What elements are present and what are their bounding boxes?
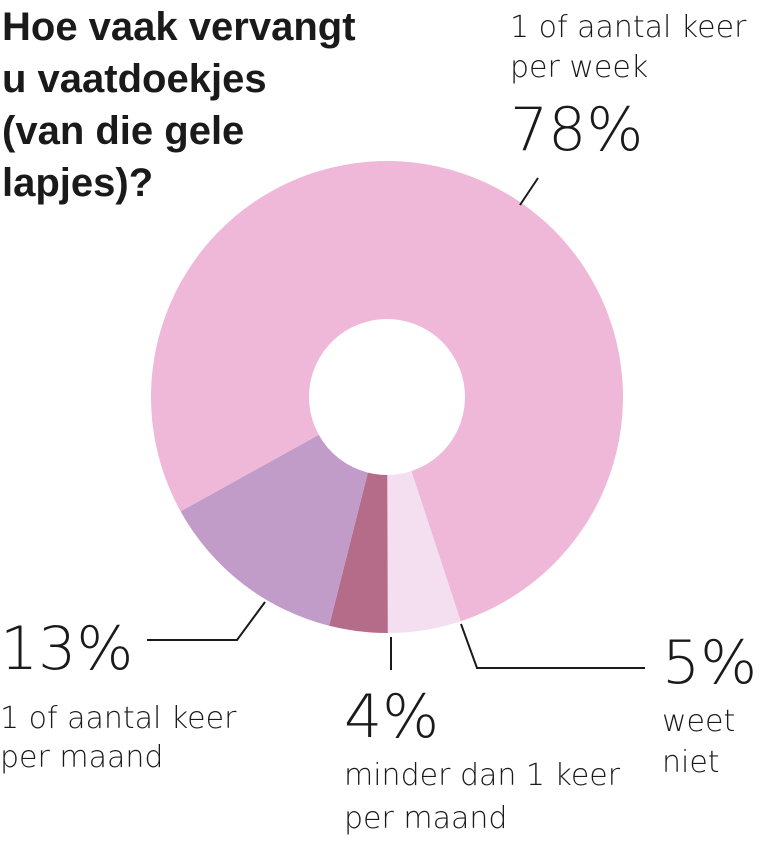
slice-label-line: weet	[662, 704, 735, 739]
chart-title: Hoe vaak vervangt u vaatdoekjes (van die…	[2, 5, 356, 205]
title-line: lapjes)?	[2, 161, 153, 205]
title-line: u vaatdoekjes	[2, 57, 267, 101]
donut-slices	[151, 161, 624, 633]
leader-line	[519, 177, 539, 206]
leader-line	[460, 623, 645, 669]
slice-label-line: 1 of aantal keer	[510, 10, 747, 45]
donut-slice-per-maand	[180, 434, 368, 626]
slice-percentage: 78%	[510, 95, 643, 165]
slice-percentage: 5%	[662, 628, 757, 698]
slice-label-weet-niet: 5% weet niet	[460, 623, 757, 780]
slice-label-line: per maand	[0, 740, 163, 775]
slice-percentage: 13%	[0, 614, 133, 684]
donut-slice-minder	[329, 472, 388, 633]
title-line: (van die gele	[2, 109, 244, 153]
slice-label-weekly: 1 of aantal keer per week 78%	[510, 10, 747, 206]
donut-slice-weekly	[151, 161, 624, 622]
slice-label-line: minder dan 1 keer	[344, 758, 621, 793]
slice-label-line: 1 of aantal keer	[0, 701, 237, 736]
slice-label-per-maand: 13% 1 of aantal keer per maand	[0, 601, 266, 775]
slice-label-line: per maand	[344, 801, 507, 836]
slice-percentage: 4%	[344, 682, 439, 752]
title-line: Hoe vaak vervangt	[2, 5, 356, 49]
leader-line	[147, 601, 266, 641]
donut-slice-weet-niet	[387, 471, 461, 633]
slice-label-minder: 4% minder dan 1 keer per maand	[344, 637, 621, 836]
slice-label-line: niet	[662, 745, 720, 780]
slice-label-line: per week	[510, 50, 648, 85]
